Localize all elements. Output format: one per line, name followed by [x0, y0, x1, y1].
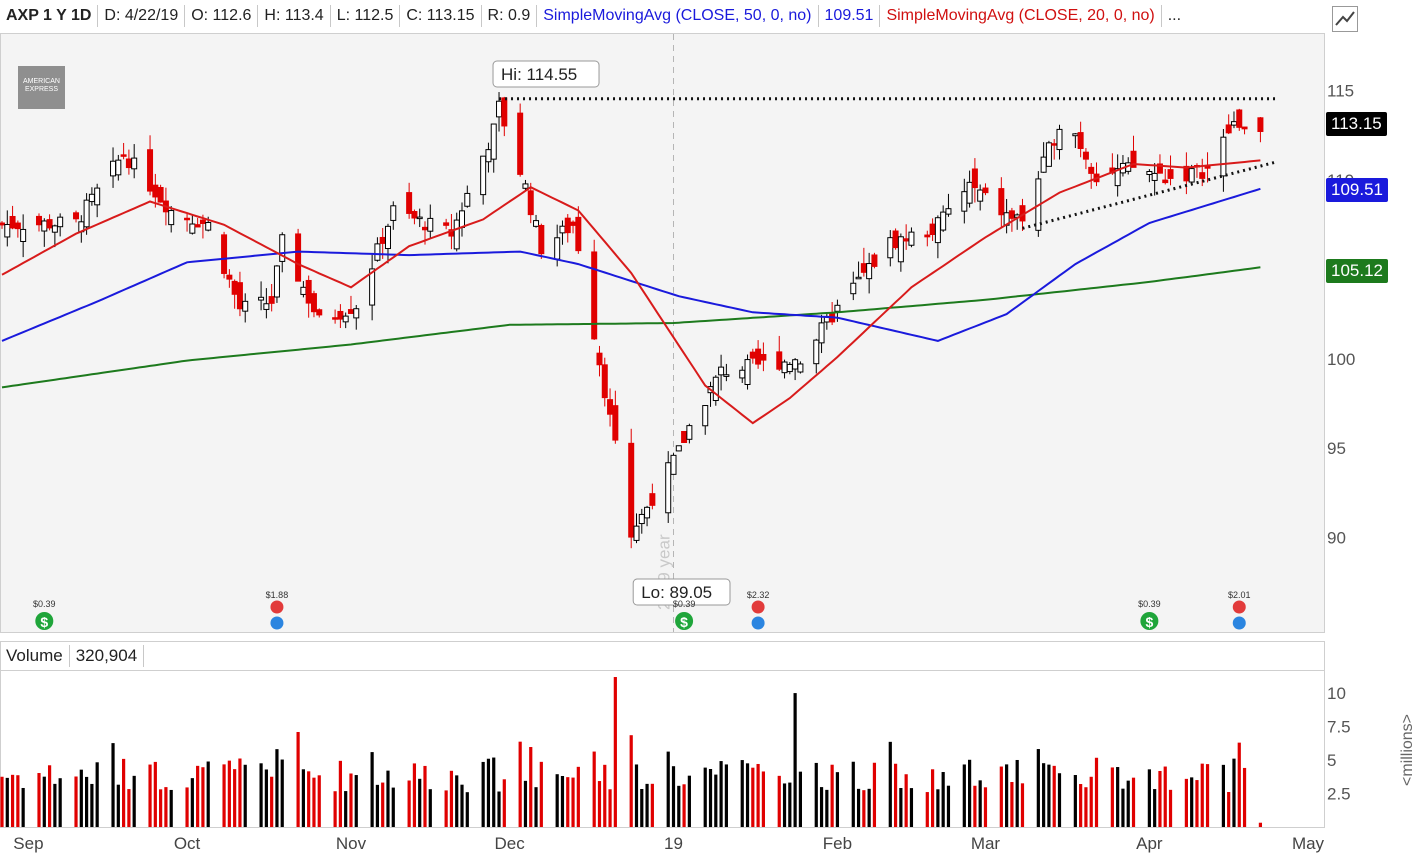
volume-panel[interactable] [0, 641, 1325, 828]
sma20-legend[interactable]: SimpleMovingAvg (CLOSE, 20, 0, no) [880, 5, 1162, 27]
sma50-badge: 109.51 [1326, 178, 1388, 202]
close-label: C: 113.15 [400, 5, 482, 27]
x-tick-label: Feb [823, 834, 852, 853]
more-button[interactable]: ... [1167, 7, 1182, 24]
close-price-badge: 113.15 [1326, 112, 1387, 136]
volume-header: Volume 320,904 [0, 641, 1325, 671]
price-panel[interactable] [0, 33, 1325, 633]
x-tick-label: May [1292, 834, 1325, 853]
volume-value: 320,904 [70, 644, 145, 667]
low-label: L: 112.5 [331, 5, 401, 27]
x-tick-label: Mar [971, 834, 1001, 853]
x-tick-label: Apr [1136, 834, 1163, 853]
sma50-value: 109.51 [819, 5, 881, 27]
company-logo: AMERICAN EXPRESS [18, 66, 65, 109]
volume-tick-label: 5 [1327, 751, 1336, 770]
sma200-badge: 105.12 [1326, 259, 1388, 283]
date-label: D: 4/22/19 [98, 5, 186, 27]
volume-tick-label: 10 [1327, 684, 1346, 703]
logo-text: AMERICAN EXPRESS [23, 78, 60, 93]
x-tick-label: Oct [174, 834, 201, 853]
volume-unit-label: <millions> [1399, 714, 1415, 786]
price-tick-label: 115 [1327, 82, 1354, 101]
price-tick-label: 90 [1327, 528, 1346, 547]
volume-label: Volume [0, 644, 70, 667]
chart-header: AXP 1 Y 1D D: 4/22/19 O: 112.6 H: 113.4 … [0, 0, 1325, 32]
drawing-tool-icon[interactable] [1332, 6, 1358, 32]
price-tick-label: 100 [1327, 350, 1355, 369]
sma50-legend[interactable]: SimpleMovingAvg (CLOSE, 50, 0, no) [537, 5, 819, 27]
x-tick-label: Dec [494, 834, 525, 853]
x-tick-label: Sep [13, 834, 43, 853]
x-tick-label: Nov [336, 834, 367, 853]
symbol-label[interactable]: AXP 1 Y 1D [0, 5, 99, 27]
volume-tick-label: 7.5 [1327, 718, 1351, 737]
range-label: R: 0.9 [482, 5, 538, 27]
high-label: H: 113.4 [258, 5, 331, 27]
x-tick-label: 19 [664, 834, 683, 853]
price-tick-label: 95 [1327, 439, 1346, 458]
volume-tick-label: 2.5 [1327, 785, 1351, 804]
open-label: O: 112.6 [185, 5, 259, 27]
